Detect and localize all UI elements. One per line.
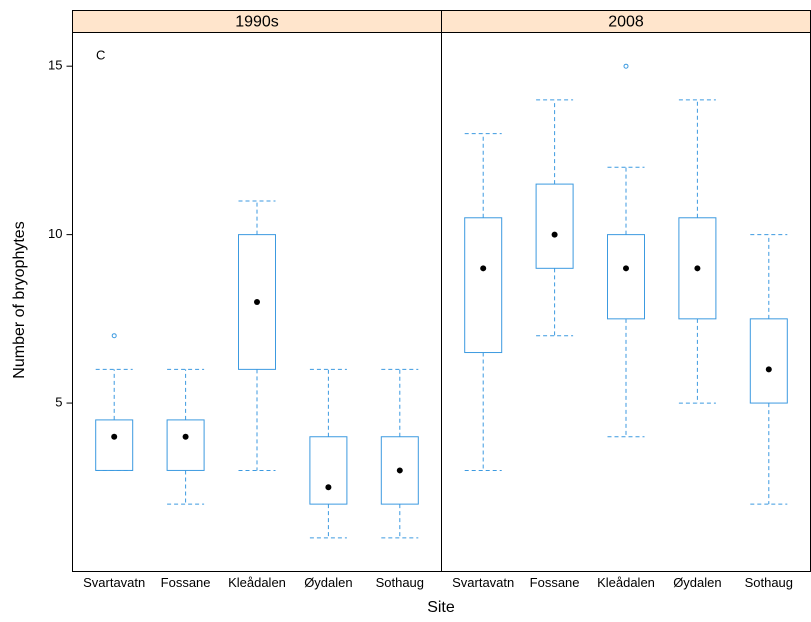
- box: [380, 436, 419, 505]
- annotation: C: [96, 47, 105, 62]
- x-tick-label: Kleådalen: [228, 575, 286, 590]
- x-tick-label: Sothaug: [745, 575, 793, 590]
- y-axis-title: Number of bryophytes: [11, 221, 28, 378]
- median: [551, 231, 558, 238]
- box: [678, 217, 717, 320]
- median: [325, 484, 332, 491]
- panel-frame: [441, 32, 811, 572]
- y-tick-label: 15: [48, 58, 62, 73]
- median: [694, 265, 701, 272]
- outlier: [623, 63, 629, 69]
- median: [182, 433, 189, 440]
- strip-label: 1990s: [235, 14, 279, 31]
- box: [166, 419, 205, 471]
- median: [111, 433, 118, 440]
- x-tick-label: Fossane: [161, 575, 211, 590]
- box: [95, 419, 134, 471]
- box: [749, 318, 788, 404]
- median: [765, 366, 772, 373]
- x-tick-label: Kleådalen: [597, 575, 655, 590]
- x-tick-label: Øydalen: [304, 575, 352, 590]
- box: [535, 183, 574, 269]
- strip-label: 2008: [608, 14, 644, 31]
- y-tick-label: 10: [48, 226, 62, 241]
- outlier: [111, 333, 117, 339]
- x-tick-label: Fossane: [530, 575, 580, 590]
- median: [480, 265, 487, 272]
- x-tick-label: Svartavatn: [452, 575, 514, 590]
- box: [238, 234, 276, 370]
- box: [464, 217, 503, 354]
- x-tick-label: Sothaug: [376, 575, 424, 590]
- median: [623, 265, 629, 272]
- box: [309, 436, 348, 505]
- box: [607, 234, 645, 320]
- x-tick-label: Øydalen: [673, 575, 721, 590]
- median: [254, 299, 260, 305]
- y-tick-label: 5: [55, 395, 62, 410]
- x-tick-label: Svartavatn: [83, 575, 145, 590]
- median: [396, 467, 403, 474]
- x-axis-title: Site: [427, 599, 455, 616]
